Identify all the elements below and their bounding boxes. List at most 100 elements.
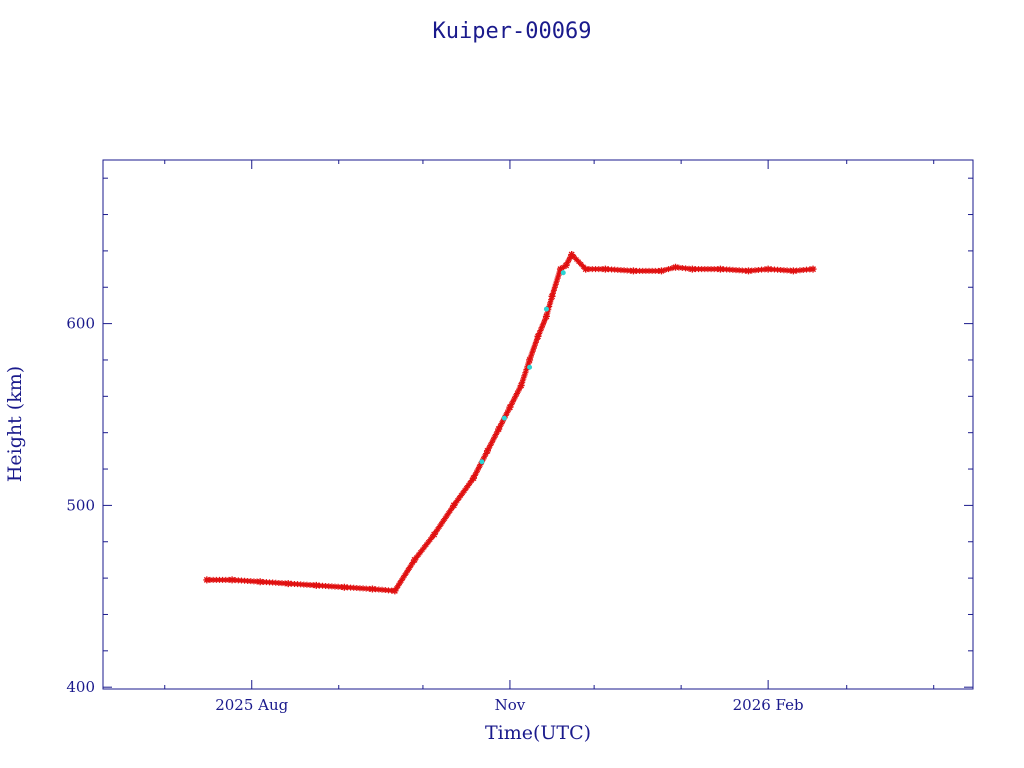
track-marker (375, 586, 382, 593)
track-marker (755, 266, 762, 273)
track-marker (564, 259, 571, 266)
track-marker (417, 549, 424, 556)
track-marker (425, 539, 432, 546)
data-point (809, 265, 817, 273)
track-marker (328, 583, 335, 590)
track-marker (404, 567, 411, 574)
track-marker (494, 428, 501, 435)
track-marker (520, 376, 527, 383)
track-marker (768, 266, 775, 273)
data-point (562, 261, 570, 269)
track-marker (571, 253, 578, 260)
track-marker (438, 520, 445, 527)
track-marker (382, 587, 389, 594)
track-marker (440, 518, 447, 525)
track-marker (523, 366, 530, 373)
track-marker (473, 469, 480, 476)
data-point (764, 265, 772, 273)
data-point (430, 530, 438, 538)
track-marker (260, 578, 267, 585)
track-marker (636, 267, 643, 274)
track-marker (498, 420, 505, 427)
data-point (340, 583, 348, 591)
track-marker (485, 445, 492, 452)
track-marker (445, 510, 452, 517)
track-marker (213, 576, 220, 583)
track-marker (456, 494, 463, 501)
track-marker (244, 577, 251, 584)
data-point (495, 425, 503, 433)
track-marker (665, 266, 672, 273)
data-point (483, 447, 491, 455)
track-marker (269, 579, 276, 586)
track-marker (385, 587, 392, 594)
track-marker (408, 562, 415, 569)
track-marker (441, 515, 448, 522)
track-marker (720, 266, 727, 273)
track-marker (235, 577, 242, 584)
track-marker (800, 266, 807, 273)
track-marker (729, 266, 736, 273)
track-marker (780, 267, 787, 274)
track-marker (459, 490, 466, 497)
track-marker (307, 581, 314, 588)
track-marker (723, 266, 730, 273)
track-marker (621, 267, 628, 274)
chart-title: Kuiper-00069 (433, 19, 592, 44)
track-marker (511, 396, 518, 403)
track-marker (415, 551, 422, 558)
data-point (568, 251, 576, 259)
track-marker (401, 572, 408, 579)
track-marker (536, 330, 543, 337)
data-point (582, 265, 590, 273)
track-marker (701, 266, 708, 273)
track-marker (466, 480, 473, 487)
track-marker (592, 266, 599, 273)
track-marker (550, 287, 557, 294)
track-marker (515, 387, 522, 394)
track-marker (611, 266, 618, 273)
track-marker (538, 324, 545, 331)
track-marker (752, 267, 759, 274)
track-marker (682, 265, 689, 272)
track-marker (736, 267, 743, 274)
track-marker (504, 409, 511, 416)
track-marker (483, 450, 490, 457)
track-marker (642, 267, 649, 274)
track-marker (539, 321, 546, 328)
track-marker (542, 316, 549, 323)
data-point (527, 364, 533, 370)
data-point (556, 265, 564, 273)
data-point (203, 576, 211, 584)
track-marker (695, 266, 702, 273)
track-marker (652, 267, 659, 274)
track-marker (796, 267, 803, 274)
track-marker (509, 398, 516, 405)
data-point (501, 415, 507, 421)
track-marker (556, 269, 563, 276)
track-marker (423, 541, 430, 548)
data-point (479, 459, 485, 465)
data-point (391, 587, 399, 595)
track-marker (774, 266, 781, 273)
track-marker (241, 577, 248, 584)
track-marker (332, 583, 338, 590)
track-marker (272, 579, 279, 586)
track-marker (646, 267, 653, 274)
track-marker (476, 464, 483, 471)
track-marker (454, 497, 461, 504)
track-marker (522, 369, 529, 376)
track-marker (529, 348, 536, 355)
track-marker (238, 577, 245, 584)
data-point (744, 267, 752, 275)
track-marker (639, 267, 646, 274)
data-point (526, 356, 534, 364)
track-marker (633, 267, 640, 274)
track-marker (547, 300, 554, 307)
track-marker (465, 482, 472, 489)
track-marker (527, 354, 534, 361)
track-marker (406, 564, 413, 571)
data-point (560, 270, 566, 276)
track-marker (541, 319, 548, 326)
track-marker (605, 266, 612, 273)
